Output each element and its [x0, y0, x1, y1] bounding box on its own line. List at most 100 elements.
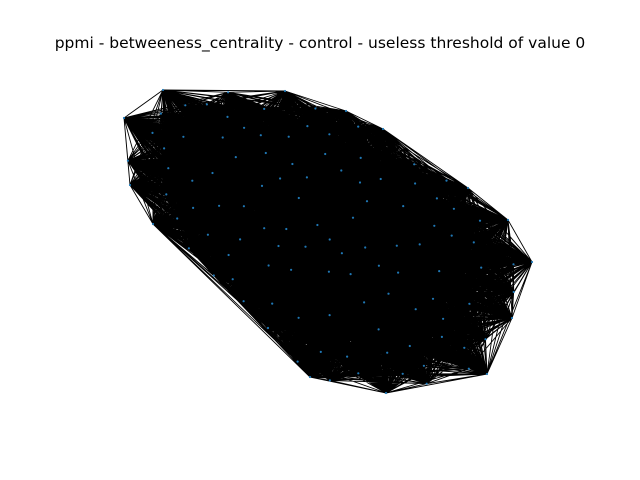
graph-node	[211, 171, 214, 175]
graph-node	[401, 372, 404, 375]
graph-node	[151, 131, 154, 134]
graph-node	[285, 227, 288, 231]
graph-node	[263, 227, 266, 230]
graph-node	[328, 379, 331, 382]
graph-node	[290, 268, 293, 271]
graph-node	[340, 169, 343, 172]
graph-node	[266, 326, 270, 330]
graph-node	[484, 338, 487, 341]
graph-node	[263, 107, 266, 110]
graph-node	[435, 197, 438, 200]
graph-node	[297, 196, 300, 200]
graph-node	[259, 134, 262, 137]
graph-node	[386, 351, 389, 354]
graph-node	[363, 301, 366, 304]
graph-node	[297, 316, 300, 319]
graph-node	[425, 382, 428, 385]
graph-node	[431, 297, 435, 300]
graph-node	[305, 176, 308, 179]
graph-node	[187, 247, 190, 250]
graph-node	[296, 360, 299, 363]
graph-node	[413, 163, 416, 166]
graph-node	[226, 115, 229, 118]
graph-node	[381, 127, 385, 131]
graph-node	[231, 278, 234, 281]
graph-node	[468, 302, 471, 305]
graph-node	[344, 109, 348, 113]
graph-node	[402, 205, 405, 208]
graph-node	[328, 314, 331, 317]
graph-node	[279, 177, 282, 180]
graph-node	[480, 266, 483, 269]
graph-node	[239, 238, 242, 241]
graph-node	[478, 219, 482, 222]
graph-node	[128, 183, 132, 187]
graph-node	[283, 89, 287, 93]
graph-node	[472, 241, 475, 244]
graph-edges	[123, 89, 533, 394]
graph-node	[445, 179, 448, 182]
graph-node	[463, 346, 466, 349]
graph-node	[227, 91, 230, 94]
graph-node	[328, 238, 331, 241]
graph-node	[397, 271, 400, 274]
graph-node	[442, 317, 445, 320]
graph-node	[346, 355, 349, 358]
graph-node	[264, 151, 267, 155]
graph-node	[438, 270, 441, 273]
graph-node	[414, 308, 417, 311]
graph-node	[357, 125, 360, 128]
graph-node	[176, 217, 179, 220]
graph-node	[151, 222, 155, 226]
graph-node	[218, 204, 221, 207]
graph-node	[167, 167, 170, 170]
graph-node	[452, 207, 455, 210]
graph-node	[234, 156, 237, 159]
graph-node	[506, 218, 510, 222]
graph-node	[267, 264, 270, 267]
graph-node	[485, 372, 489, 376]
graph-node	[306, 125, 309, 128]
graph-node	[271, 302, 274, 305]
graph-node	[327, 270, 330, 273]
graph-node	[308, 375, 312, 379]
graph-node	[122, 116, 126, 120]
graph-node	[182, 135, 185, 138]
graph-node	[161, 88, 165, 92]
graph-node	[184, 104, 187, 107]
graph-node	[510, 316, 514, 320]
graph-node	[450, 234, 453, 237]
graph-node	[192, 206, 195, 209]
graph-node	[359, 156, 362, 159]
graph-node	[291, 162, 294, 166]
graph-node	[512, 263, 515, 266]
graph-node	[414, 182, 417, 185]
graph-node	[512, 290, 515, 294]
graph-node	[364, 246, 367, 249]
graph-node	[395, 244, 398, 247]
graph-node	[159, 112, 162, 115]
graph-node	[165, 193, 168, 196]
graph-node	[365, 200, 369, 203]
graph-node	[418, 243, 421, 246]
graph-node	[433, 224, 436, 227]
graph-node	[466, 186, 470, 190]
graph-node	[319, 350, 322, 353]
graph-node	[357, 372, 360, 375]
graph-node	[467, 367, 470, 370]
graph-node	[191, 179, 194, 182]
graph-node	[384, 391, 388, 395]
graph-node	[277, 244, 280, 248]
graph-node	[349, 273, 352, 276]
graph-nodes	[122, 88, 534, 395]
graph-node	[340, 252, 343, 255]
graph-node	[260, 184, 264, 187]
graph-node	[212, 274, 215, 277]
graph-node	[314, 107, 317, 110]
graph-node	[304, 245, 307, 248]
graph-node	[324, 152, 327, 156]
graph-node	[316, 223, 319, 227]
graph-node	[440, 335, 443, 338]
